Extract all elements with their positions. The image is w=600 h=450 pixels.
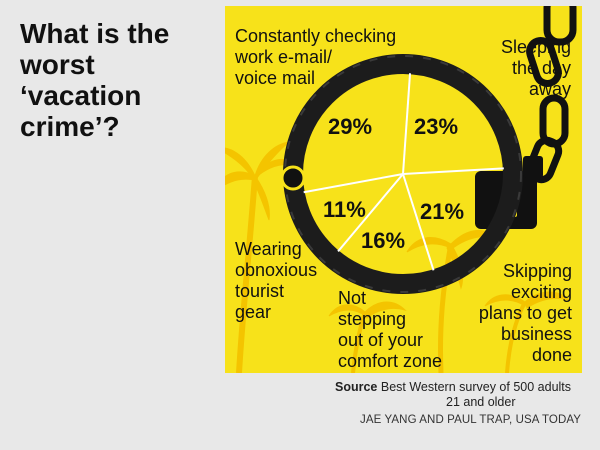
- slice-value-skip: 21%: [420, 199, 465, 224]
- slice-label-email: Constantly checking work e-mail/ voice m…: [235, 26, 397, 88]
- pie-divider-line: [337, 173, 404, 253]
- title-line: worst: [20, 49, 95, 80]
- pie-dividers: [303, 73, 504, 271]
- chart-panel: 29% 23% 21% 16% 11% Constantly checking …: [225, 6, 582, 373]
- title-line: What is the: [20, 18, 170, 49]
- title-line: ‘vacation: [20, 80, 142, 111]
- source-label: Source: [335, 380, 378, 394]
- slice-value-email: 29%: [328, 114, 373, 139]
- page-title: What is the worst ‘vacation crime’?: [20, 18, 220, 142]
- slice-value-gear: 11%: [323, 197, 366, 222]
- chart-svg: [225, 6, 577, 373]
- palm-tree-icon: [225, 141, 299, 373]
- pie-divider-line: [402, 167, 504, 175]
- handcuff-pin: [280, 165, 306, 191]
- source-text: Best Western survey of 500 adults: [380, 380, 572, 394]
- palm-tree-icon: [328, 301, 407, 373]
- title-line: crime’?: [20, 111, 120, 142]
- slice-label-gear: Wearing obnoxious tourist gear: [235, 239, 318, 322]
- credit-line: JAE YANG AND PAUL TRAP, USA TODAY: [360, 414, 582, 426]
- slice-label-sleep: Sleeping the day away: [500, 37, 571, 99]
- slice-value-comfort: 16%: [361, 228, 406, 253]
- slice-label-comfort: Not stepping out of your comfort zone: [338, 288, 443, 371]
- source-note: Source Best Western survey of 500 adults…: [335, 380, 571, 410]
- slice-value-sleep: 23%: [414, 114, 459, 139]
- slice-label-skip: Skipping exciting plans to get business …: [478, 261, 572, 365]
- pie-divider-line: [402, 73, 412, 175]
- palm-tree-icon: [484, 291, 571, 373]
- source-text-2: 21 and older: [446, 395, 516, 409]
- handcuff-ring-highlight: [284, 55, 522, 293]
- pie-divider-line: [402, 173, 435, 271]
- pie-divider-line: [303, 173, 404, 194]
